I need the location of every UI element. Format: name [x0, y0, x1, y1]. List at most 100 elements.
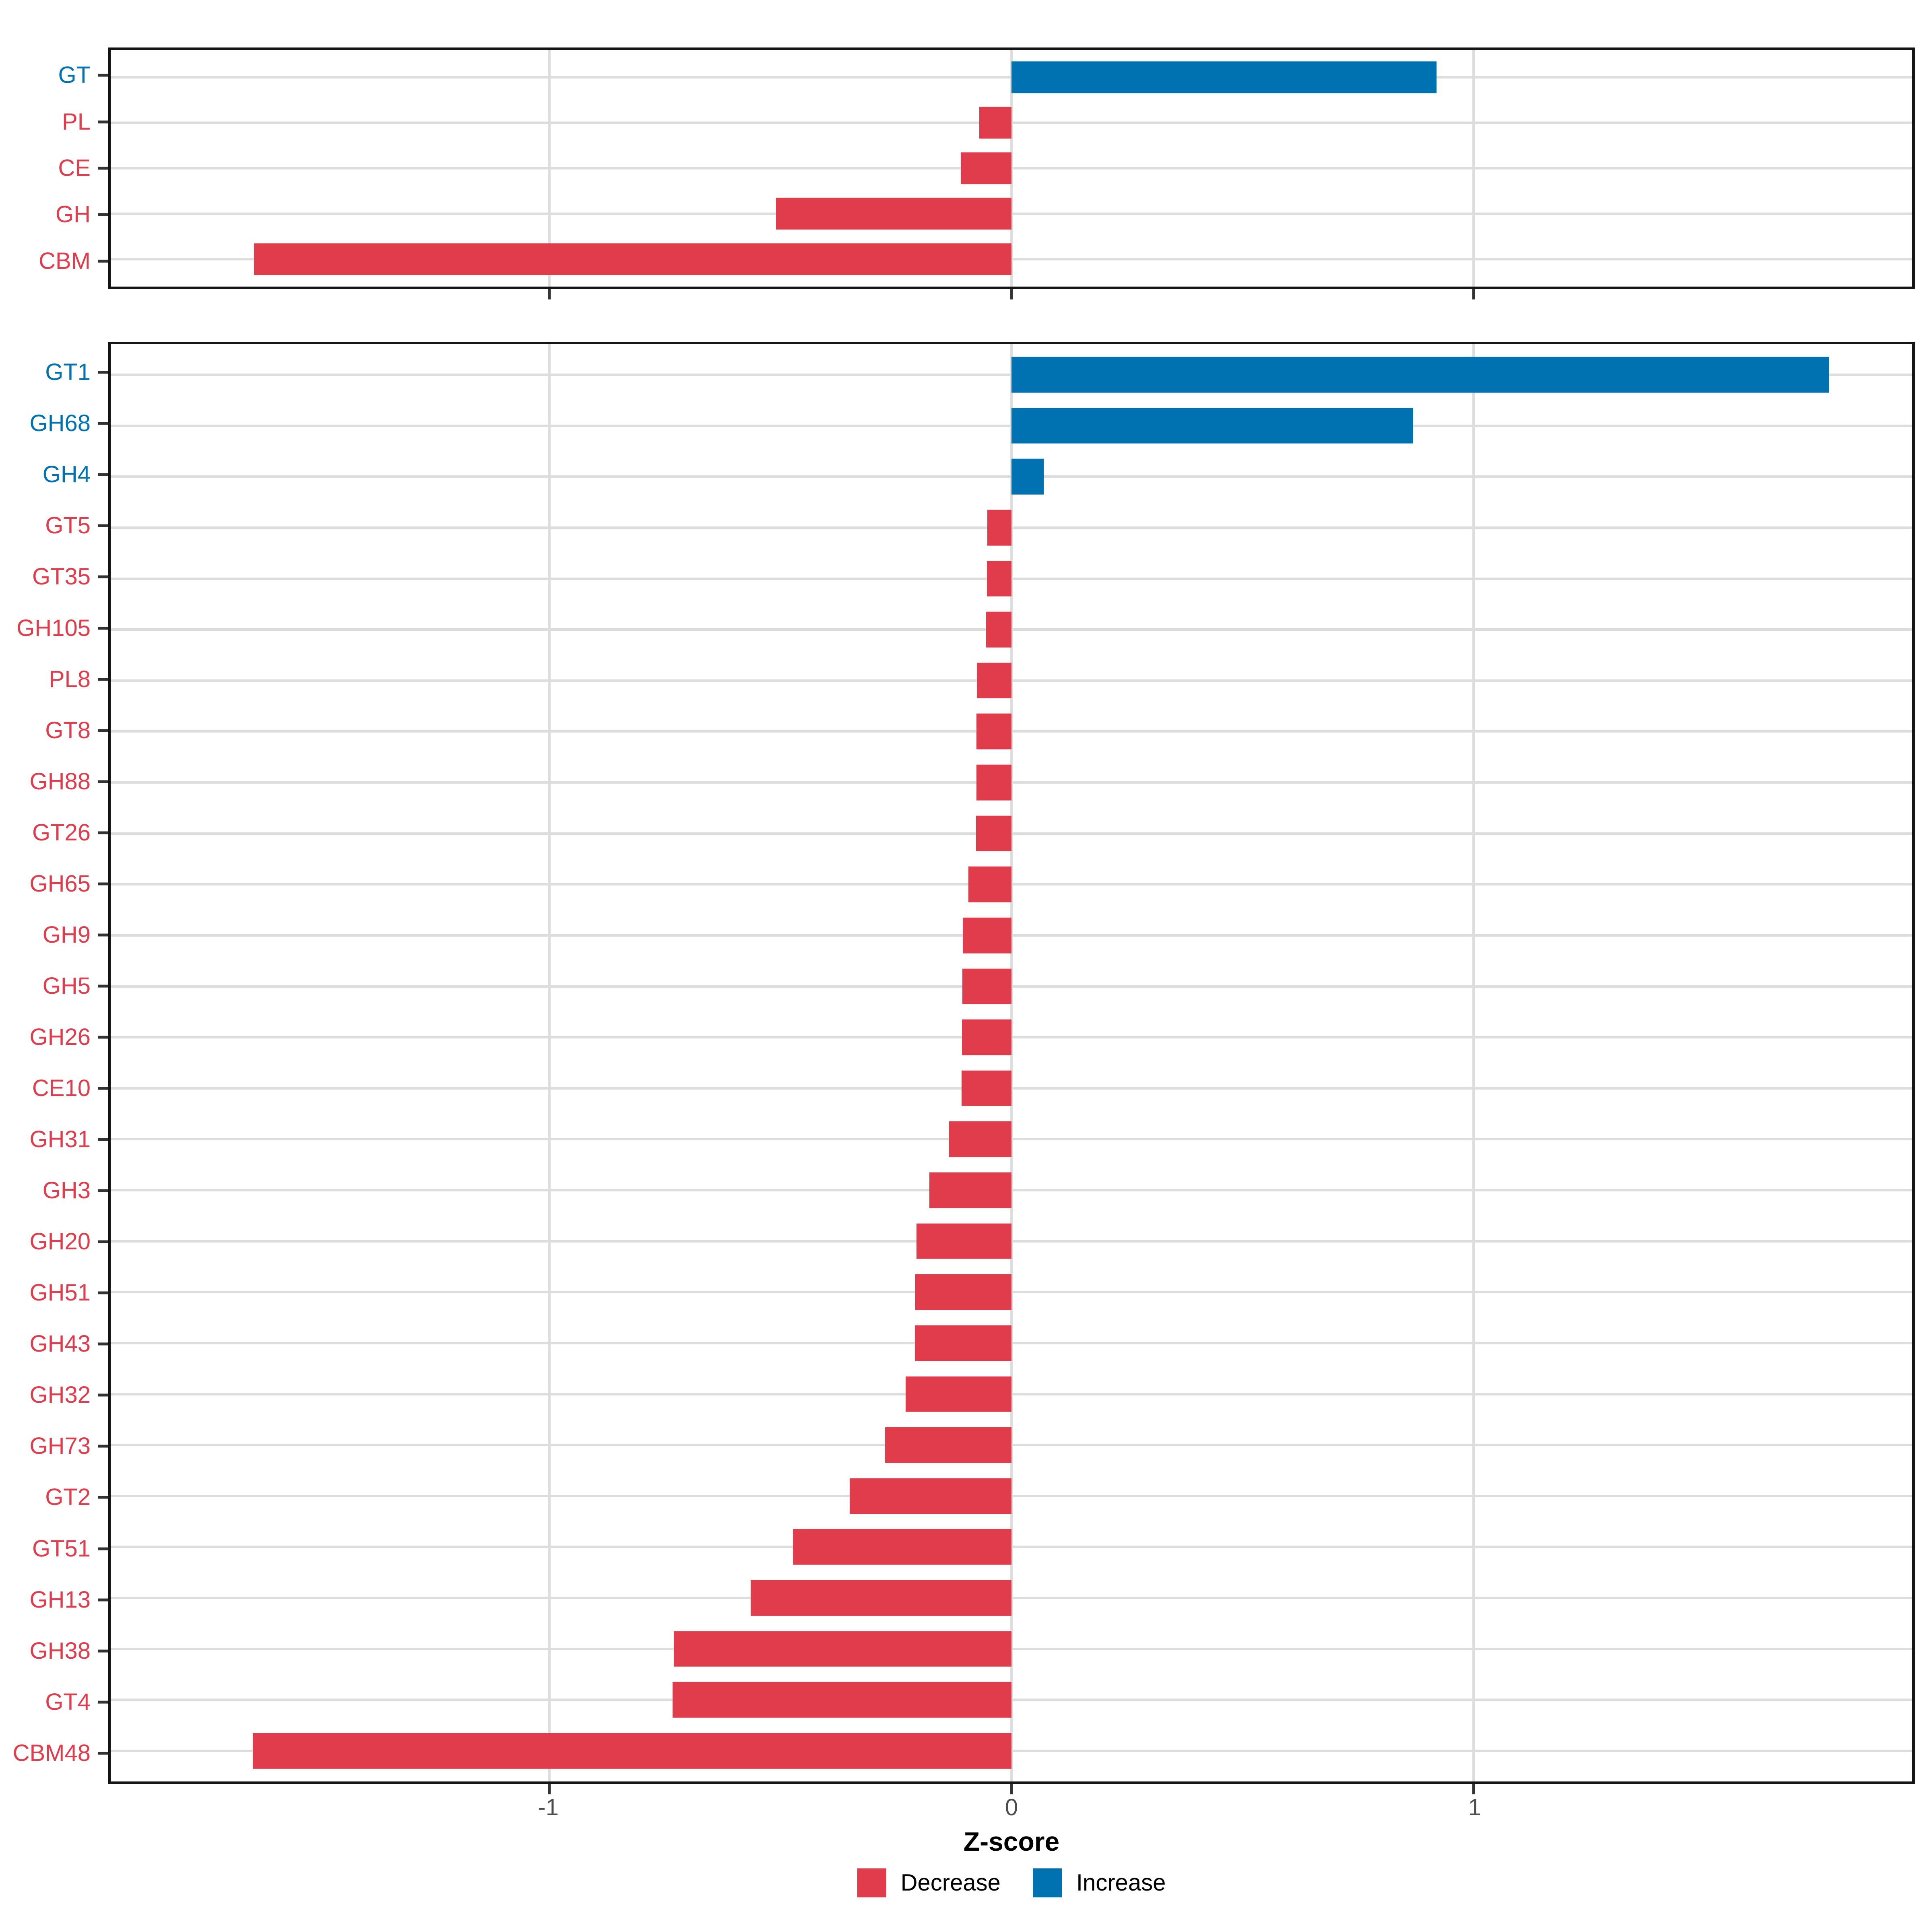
bar-pl8: [976, 663, 1011, 699]
horizontal-gridline: [111, 1036, 1912, 1039]
x-axis-tick: [1010, 1784, 1013, 1794]
y-axis-tick: [98, 575, 108, 578]
y-axis-label-pl8: PL8: [49, 666, 91, 692]
y-axis-tick: [98, 167, 108, 170]
bar-gh20: [916, 1223, 1011, 1259]
x-axis-tick: [1472, 1784, 1475, 1794]
bar-gh5: [962, 968, 1011, 1004]
horizontal-gridline: [111, 167, 1912, 169]
legend-item-increase: Increase: [1032, 1868, 1166, 1897]
horizontal-gridline: [111, 730, 1912, 733]
horizontal-gridline: [111, 1189, 1912, 1192]
classes-panel-block: GT PL CE GH CBM: [0, 47, 1932, 299]
bar-gt2: [850, 1478, 1011, 1514]
y-axis-label-gt35: GT35: [32, 564, 91, 590]
bar-gh88: [976, 764, 1011, 801]
bar-cbm: [254, 243, 1011, 275]
bar-pl: [979, 107, 1011, 139]
legend-label-decrease: Decrease: [900, 1870, 1001, 1896]
bar-gh73: [885, 1427, 1011, 1463]
y-axis-label-gh51: GH51: [29, 1280, 91, 1306]
bar-gh38: [674, 1631, 1011, 1667]
y-axis-tick: [98, 1752, 108, 1755]
y-axis-label-gt: GT: [58, 62, 91, 89]
y-axis-tick: [98, 1649, 108, 1653]
horizontal-gridline: [111, 1546, 1912, 1548]
y-axis-tick: [98, 1291, 108, 1294]
classes-panel: [108, 47, 1915, 299]
y-axis-label-gh31: GH31: [29, 1126, 91, 1153]
y-axis-label-gh: GH: [56, 201, 91, 228]
y-axis-tick: [98, 1393, 108, 1397]
bar-gh: [776, 198, 1011, 230]
horizontal-gridline: [111, 1597, 1912, 1600]
y-axis-label-gh68: GH68: [29, 410, 91, 437]
horizontal-gridline: [111, 1699, 1912, 1701]
y-axis-label-gt1: GT1: [45, 359, 91, 386]
x-axis-title: Z-score: [963, 1827, 1060, 1856]
bar-ce: [960, 152, 1011, 184]
x-axis-tick-labels: -1 0 1: [108, 1796, 1915, 1824]
x-axis-tick-label-1: 1: [1468, 1794, 1481, 1821]
bar-gh4: [1011, 458, 1044, 495]
bar-gt4: [672, 1682, 1011, 1718]
y-axis-tick: [98, 1342, 108, 1346]
bar-gt26: [976, 815, 1011, 851]
y-axis-tick: [98, 1547, 108, 1550]
horizontal-gridline: [111, 1138, 1912, 1141]
y-axis-label-gt5: GT5: [45, 512, 91, 539]
bar-gh13: [750, 1580, 1011, 1616]
y-axis-tick: [98, 1138, 108, 1141]
horizontal-gridline: [111, 1393, 1912, 1395]
y-axis-label-gt4: GT4: [45, 1688, 91, 1715]
bar-gt35: [987, 561, 1011, 597]
y-axis-tick: [98, 1598, 108, 1602]
x-axis-tick: [1010, 289, 1013, 299]
y-axis-tick: [98, 1701, 108, 1704]
bar-gh65: [968, 866, 1011, 902]
legend-item-decrease: Decrease: [857, 1868, 1001, 1897]
bar-gh31: [949, 1121, 1011, 1157]
x-axis-tick-label--1: -1: [538, 1794, 559, 1821]
vertical-gridline: [1010, 344, 1013, 1781]
y-axis-label-cbm48: CBM48: [12, 1740, 91, 1766]
bar-gt8: [976, 714, 1011, 749]
horizontal-gridline: [111, 526, 1912, 529]
y-axis-label-gh13: GH13: [29, 1586, 91, 1613]
horizontal-gridline: [111, 258, 1912, 261]
decrease-swatch-icon: [857, 1868, 886, 1897]
bar-gh51: [915, 1274, 1011, 1310]
y-axis-label-gh73: GH73: [29, 1433, 91, 1459]
y-axis-tick: [98, 831, 108, 834]
x-axis-tick: [1472, 289, 1475, 299]
horizontal-gridline: [111, 1342, 1912, 1344]
y-axis-label-pl: PL: [62, 108, 91, 135]
horizontal-gridline: [111, 679, 1912, 682]
y-axis-tick: [98, 985, 108, 988]
families-plot-area: [111, 344, 1912, 1794]
bar-gh43: [915, 1325, 1011, 1361]
y-axis-label-gh3: GH3: [42, 1177, 91, 1204]
vertical-gridline: [548, 344, 551, 1781]
y-axis-label-gt51: GT51: [32, 1535, 91, 1562]
y-axis-label-gh105: GH105: [17, 615, 91, 641]
bar-gh3: [929, 1172, 1011, 1208]
y-axis-tick: [98, 1189, 108, 1192]
horizontal-gridline: [111, 577, 1912, 580]
families-y-axis-labels: GT1 GH68 GH4 GT5 GT35 GH105 PL8 GT8 GH88 GT26 GH65…: [0, 342, 108, 1784]
y-axis-tick: [98, 422, 108, 425]
horizontal-gridline: [111, 1494, 1912, 1497]
bar-gh9: [963, 917, 1011, 954]
horizontal-gridline: [111, 985, 1912, 988]
y-axis-tick: [98, 933, 108, 937]
legend-label-increase: Increase: [1076, 1870, 1166, 1896]
y-axis-label-gt2: GT2: [45, 1484, 91, 1511]
y-axis-label-gh5: GH5: [42, 972, 91, 999]
y-axis-label-gh26: GH26: [29, 1024, 91, 1050]
horizontal-gridline: [111, 1647, 1912, 1650]
y-axis-label-gh88: GH88: [29, 768, 91, 795]
horizontal-gridline: [111, 213, 1912, 215]
y-axis-tick: [98, 260, 108, 263]
horizontal-gridline: [111, 832, 1912, 835]
